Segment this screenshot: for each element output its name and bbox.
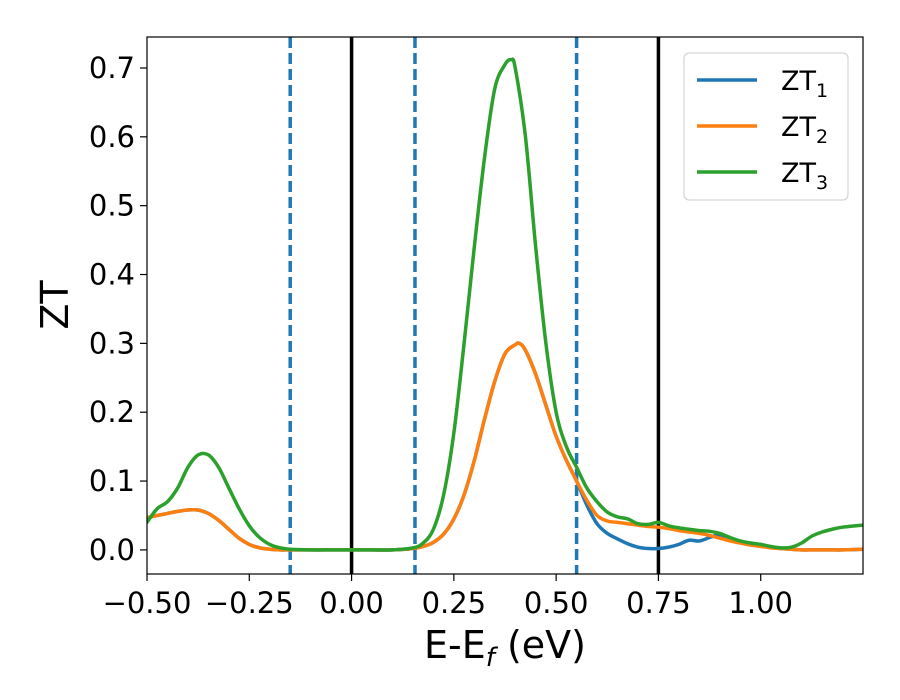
x-axis-ticks: −0.50 −0.25 0.00 0.25 0.50 0.75 1.00 <box>103 574 793 620</box>
x-axis-label: E-Ef (eV) <box>424 623 586 673</box>
legend-box <box>683 52 849 201</box>
x-tick-label: −0.25 <box>205 586 294 620</box>
legend-label-zt1: ZT1 <box>781 66 828 102</box>
x-tick-label: 0.75 <box>626 586 691 620</box>
y-tick-label: 0.4 <box>89 258 135 292</box>
y-tick-label: 0.2 <box>89 395 135 429</box>
vertical-reference-lines <box>288 37 661 574</box>
y-tick-label: 0.7 <box>89 51 135 85</box>
x-tick-label: 0.50 <box>524 586 589 620</box>
plot-frame <box>146 36 864 575</box>
series-line-zt3 <box>147 57 863 552</box>
y-tick-label: 0.5 <box>89 189 135 223</box>
series-line-zt2 <box>147 341 863 552</box>
x-tick-label: 0.00 <box>319 586 384 620</box>
y-tick-label: 0.0 <box>89 533 135 567</box>
x-axis-label-unit: (eV) <box>495 623 586 667</box>
x-axis-label-base: E-E <box>424 623 486 667</box>
legend: ZT1 ZT2 ZT3 <box>683 52 849 201</box>
y-tick-label: 0.1 <box>89 464 135 498</box>
x-tick-label: 0.25 <box>422 586 487 620</box>
x-tick-label: −0.50 <box>103 586 192 620</box>
legend-label-zt3: ZT3 <box>781 158 828 194</box>
x-tick-label: 1.00 <box>728 586 793 620</box>
y-tick-label: 0.6 <box>89 120 135 154</box>
series-lines <box>147 57 863 552</box>
y-tick-label: 0.3 <box>89 326 135 360</box>
legend-label-zt2: ZT2 <box>781 112 828 148</box>
series-line-zt1 <box>147 341 863 552</box>
y-axis-label: ZT <box>33 280 77 330</box>
y-axis-ticks: 0.0 0.1 0.2 0.3 0.4 0.5 0.6 0.7 <box>89 51 147 567</box>
